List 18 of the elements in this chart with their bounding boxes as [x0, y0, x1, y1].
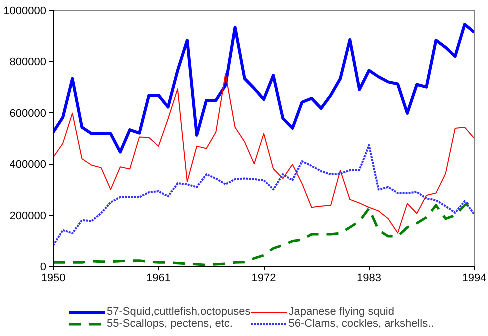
y-tick-label: 600000	[10, 108, 47, 120]
x-tick-label: 1994	[462, 272, 487, 284]
x-tick-label: 1983	[357, 272, 382, 284]
legend-label: 56-Clams, cockles, arkshells..	[288, 318, 434, 330]
x-tick-label: 1961	[146, 272, 171, 284]
y-tick-label: 400000	[10, 159, 47, 172]
line-series	[54, 23, 474, 154]
legend-label: Japanese flying squid	[288, 306, 394, 318]
x-tick-label: 1950	[41, 272, 66, 284]
y-tick-label: 800000	[10, 56, 47, 69]
legend-label: 57-Squid,cuttlefish,octopuses	[107, 306, 251, 318]
x-tick-label: 1972	[252, 272, 276, 284]
line-series	[54, 144, 474, 247]
legend-label: 55-Scallops, pectens, etc.	[107, 318, 233, 330]
y-tick-label: 200000	[10, 210, 47, 222]
y-tick-label: 0	[40, 262, 47, 274]
y-tick-label: 1000000	[4, 6, 47, 18]
line-series	[54, 73, 474, 234]
